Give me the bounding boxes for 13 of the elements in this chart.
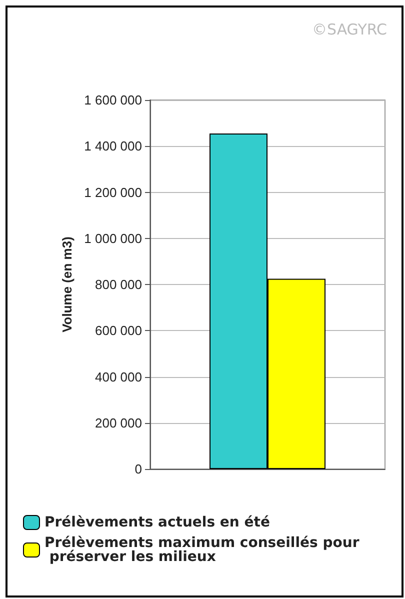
y-tick-label: 800 000 xyxy=(95,277,142,292)
y-tick-label: 600 000 xyxy=(95,323,142,338)
text: ©SAGYRC xyxy=(312,20,388,38)
y-tick-label: 1 600 000 xyxy=(84,92,142,108)
y-axis-title: Volume (en m3) xyxy=(59,236,74,332)
y-tick-label: 0 xyxy=(134,462,142,476)
y-tick-label: 400 000 xyxy=(95,369,142,384)
legend-label: Prélèvements maximum conseillés pour préserver les milieux xyxy=(44,535,360,565)
y-tick-label: 1 200 000 xyxy=(84,184,142,200)
y-tick-label: 1 000 000 xyxy=(84,230,142,246)
legend-label: Prélèvements actuels en été xyxy=(44,514,270,530)
y-tick-label: 1 400 000 xyxy=(84,138,142,154)
y-tick-label: 200 000 xyxy=(95,415,142,430)
